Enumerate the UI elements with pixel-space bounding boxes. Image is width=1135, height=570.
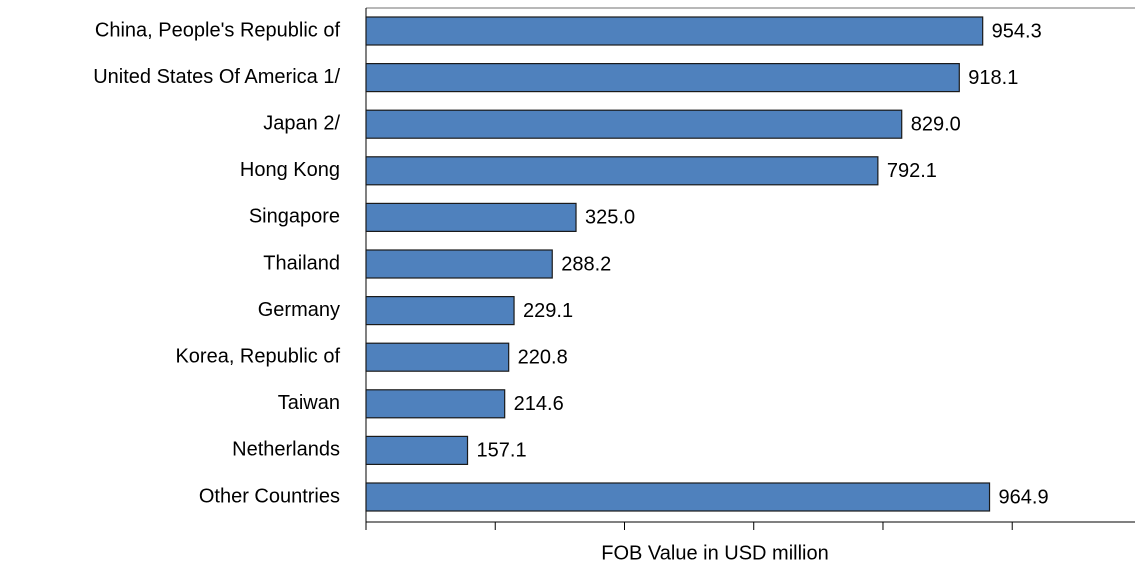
y-tick-label: Singapore [249, 206, 340, 228]
value-label: 325.0 [585, 207, 635, 229]
y-tick-label: Thailand [263, 252, 340, 274]
value-label: 918.1 [968, 67, 1018, 89]
bar [365, 296, 515, 326]
y-tick-label: Other Countries [199, 485, 340, 507]
bar [365, 62, 960, 93]
bar [365, 482, 991, 512]
value-label: 229.1 [523, 300, 573, 322]
bar [365, 202, 577, 232]
value-label: 792.1 [887, 160, 937, 182]
bar [365, 109, 903, 139]
y-tick-label: United States Of America 1/ [93, 66, 340, 88]
y-tick-label: Taiwan [278, 392, 340, 414]
value-label: 220.8 [518, 346, 568, 368]
bar [365, 249, 553, 279]
value-label: 954.3 [992, 20, 1042, 42]
bar [365, 435, 469, 465]
value-label: 964.9 [999, 486, 1049, 508]
y-tick-label: Hong Kong [240, 159, 340, 181]
value-label: 288.2 [561, 253, 611, 275]
y-tick-label: Korea, Republic of [175, 345, 340, 367]
bar [365, 342, 510, 372]
x-axis-label: FOB Value in USD million [601, 542, 828, 564]
value-label: 829.0 [911, 113, 961, 135]
y-tick-label: Japan 2/ [263, 112, 340, 134]
value-label: 157.1 [477, 440, 527, 462]
bar [365, 156, 879, 186]
y-tick-label: Netherlands [232, 439, 340, 461]
bar [365, 389, 506, 419]
y-tick-label: Germany [258, 299, 340, 321]
value-label: 214.6 [514, 393, 564, 415]
bar [365, 16, 984, 46]
y-tick-label: China, People's Republic of [95, 19, 341, 41]
